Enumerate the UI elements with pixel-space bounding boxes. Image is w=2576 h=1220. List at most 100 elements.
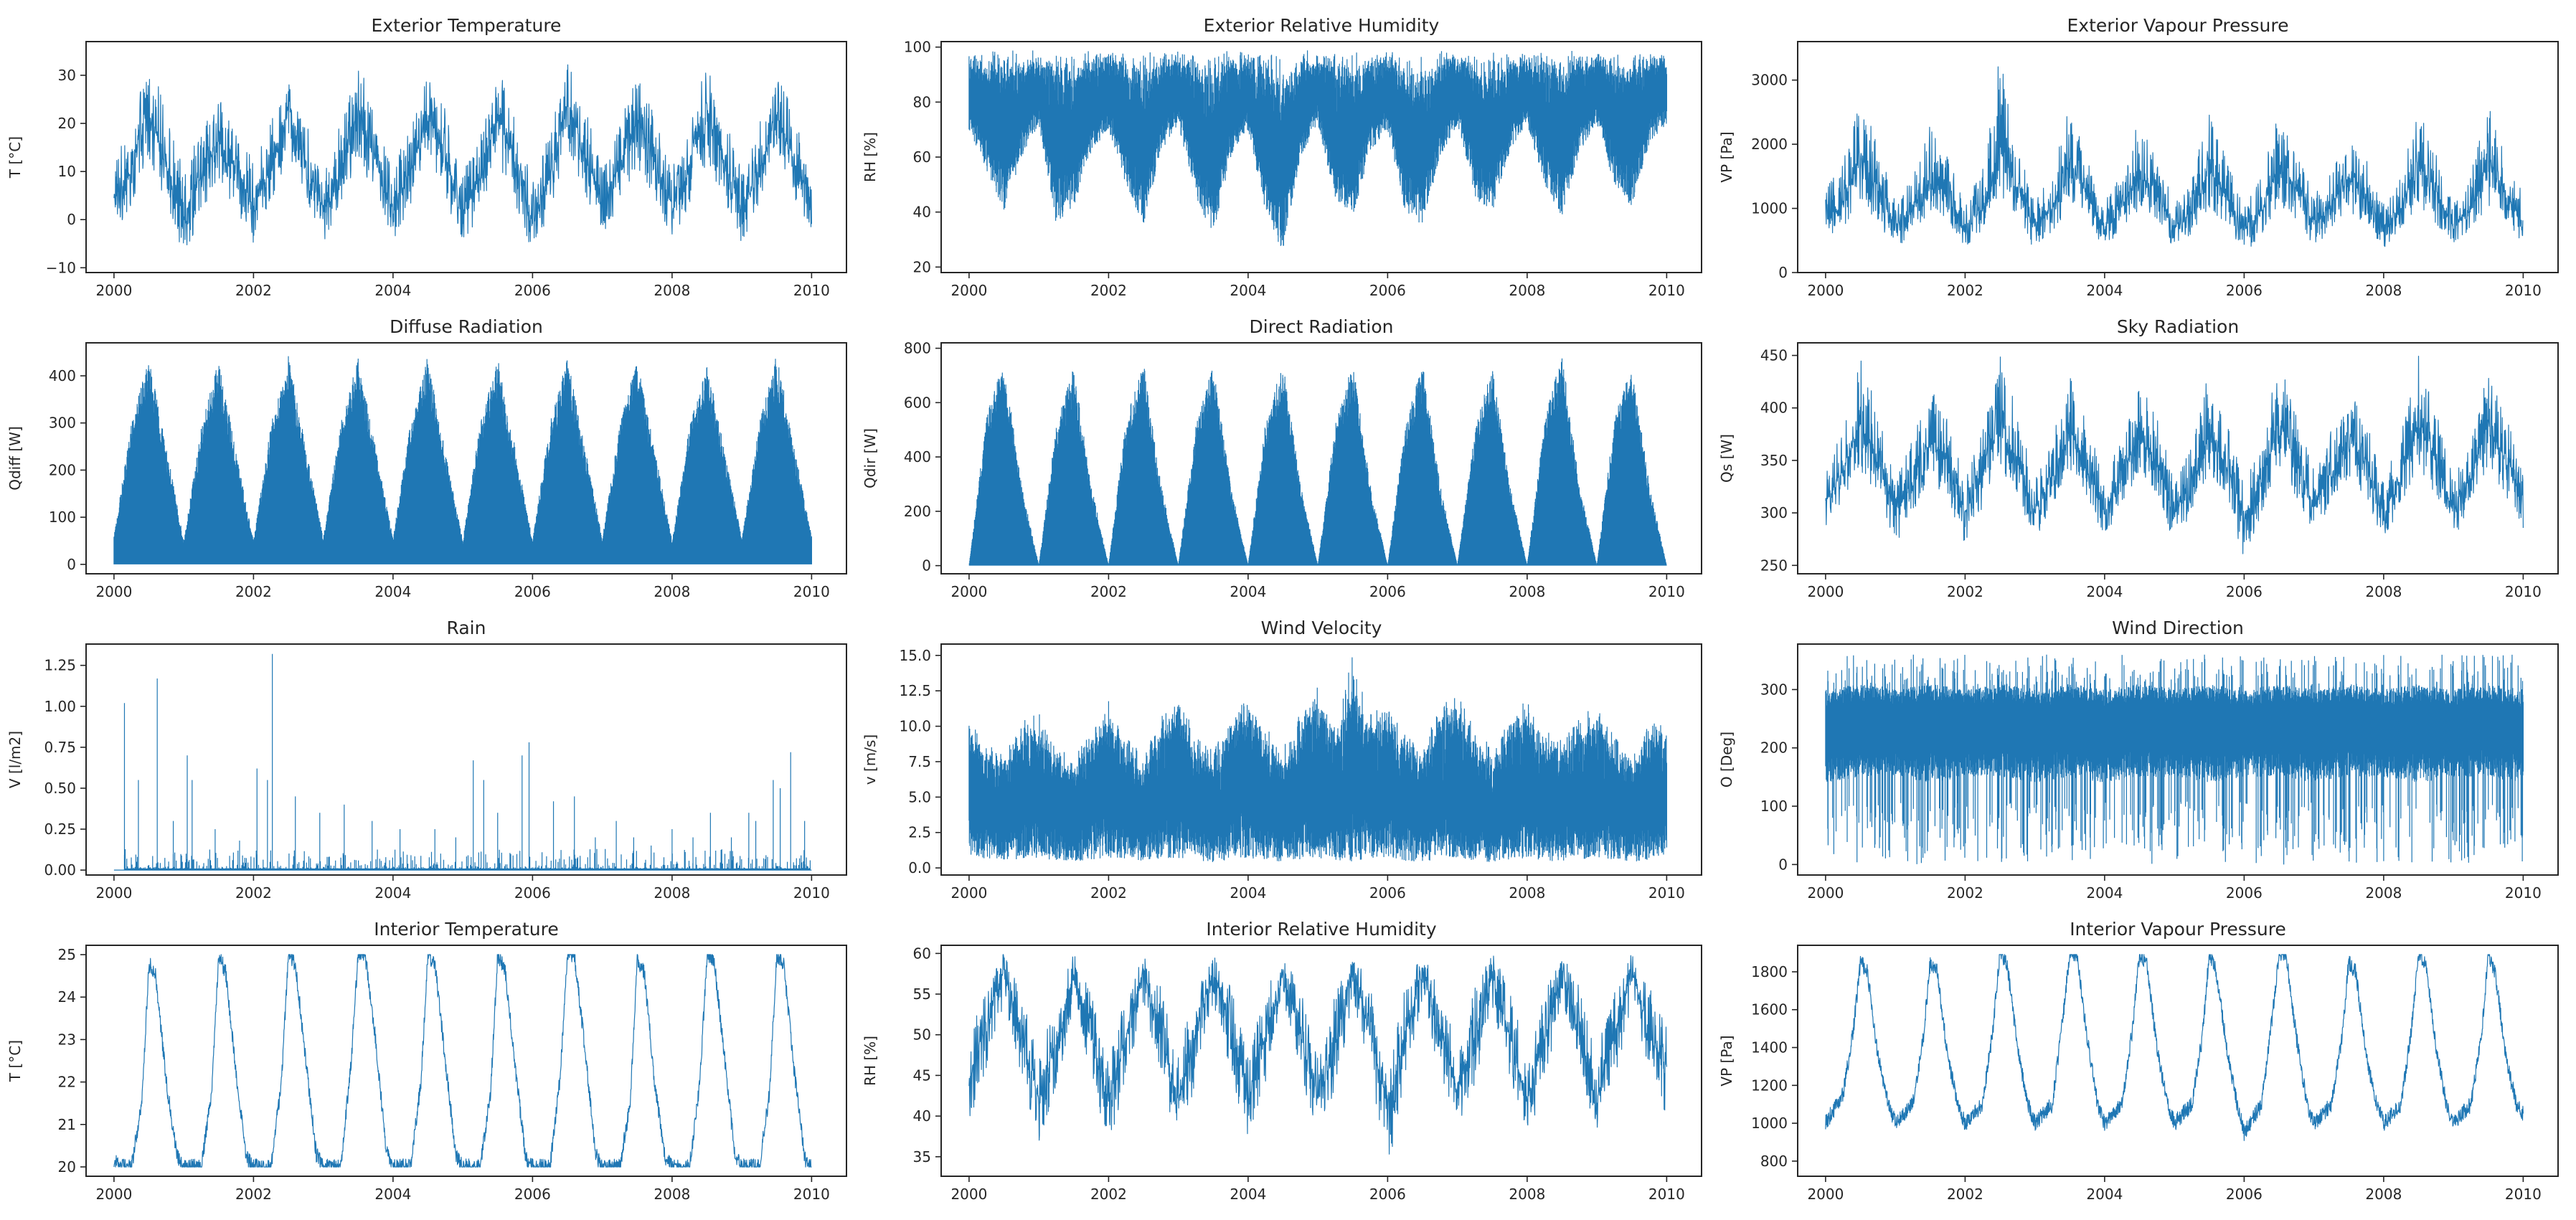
x-tick-label: 2010 <box>2505 583 2542 600</box>
x-tick-label: 2000 <box>950 583 987 600</box>
x-tick-label: 2002 <box>235 1186 272 1203</box>
x-tick-label: 2002 <box>1090 884 1127 902</box>
y-tick-label: 25 <box>58 946 76 963</box>
axes-frame <box>85 41 847 273</box>
y-axis-label: VP [Pa] <box>1718 1035 1735 1086</box>
axes-frame <box>940 342 1702 574</box>
chart-rain: 2000 2002 2004 2006 2008 2010 0.00 0.25 0.50 0.75… <box>6 618 847 902</box>
chart-title: Rain <box>447 618 486 638</box>
plot-area-direct-rad <box>968 358 1667 566</box>
y-tick-label: 22 <box>58 1074 76 1091</box>
series-band-O <box>1825 654 2524 865</box>
y-tick-label: 200 <box>49 461 76 478</box>
plot-area-ext-rh <box>968 50 1667 246</box>
plot-area-wind-dir <box>1825 654 2524 865</box>
y-tick-label: 55 <box>913 985 931 1003</box>
y-tick-label: 1000 <box>1751 1115 1788 1132</box>
x-tick-label: 2004 <box>2086 884 2123 902</box>
axes-frame <box>85 342 847 574</box>
x-tick-label: 2000 <box>1807 1186 1844 1203</box>
y-axis-label: O [Deg] <box>1718 732 1735 788</box>
y-tick-label: 10 <box>58 163 76 180</box>
axes-frame <box>1797 643 2559 876</box>
y-tick-label: 400 <box>1760 399 1788 417</box>
x-tick-label: 2010 <box>1648 282 1685 299</box>
series-line-VP <box>1825 66 2524 247</box>
x-tick-label: 2010 <box>793 583 830 600</box>
y-axis-label: T [°C] <box>6 136 24 179</box>
y-axis-label: VP [Pa] <box>1718 131 1735 182</box>
x-tick-label: 2002 <box>235 583 272 600</box>
x-tick-label: 2006 <box>1369 282 1406 299</box>
plot-area-int-rh <box>968 954 1667 1155</box>
y-tick-label: 0.50 <box>44 780 76 797</box>
y-tick-label: 20 <box>913 258 931 275</box>
axes-frame <box>1797 41 2559 273</box>
x-tick-label: 2000 <box>95 1186 132 1203</box>
x-tick-label: 2004 <box>1230 583 1266 600</box>
y-tick-label: 0 <box>67 556 76 573</box>
x-tick-label: 2004 <box>1230 1186 1266 1203</box>
chart-ext-vp: 2000 2002 2004 2006 2008 2010 0 1000 2000 3000 Ext… <box>1718 15 2559 299</box>
y-tick-label: 23 <box>58 1031 76 1048</box>
axes-frame <box>1797 945 2559 1177</box>
y-tick-label: 200 <box>904 503 931 520</box>
y-axis-label: T [°C] <box>6 1040 24 1082</box>
series-line-RH <box>968 954 1667 1155</box>
y-axis-label: v [m/s] <box>862 734 879 785</box>
y-tick-label: 0 <box>1778 264 1788 281</box>
y-tick-label: 40 <box>913 1107 931 1125</box>
chart-wind-dir: 2000 2002 2004 2006 2008 2010 0 100 200 300 Wind D… <box>1718 618 2559 902</box>
x-tick-label: 2002 <box>1090 1186 1127 1203</box>
y-tick-label: −10 <box>46 259 76 276</box>
y-tick-label: 400 <box>49 367 76 384</box>
x-tick-label: 2006 <box>2226 282 2263 299</box>
y-axis-label: Qdir [W] <box>862 428 879 488</box>
series-area-Qdiff <box>113 356 812 564</box>
x-tick-label: 2008 <box>1509 884 1545 902</box>
y-tick-label: 3000 <box>1751 72 1788 89</box>
chart-int-vp: 2000 2002 2004 2006 2008 2010 800 1000 1200 1400 1… <box>1718 919 2559 1203</box>
y-tick-label: 800 <box>1760 1153 1788 1170</box>
x-tick-label: 2008 <box>654 583 690 600</box>
x-tick-label: 2006 <box>1369 583 1406 600</box>
chart-title: Diffuse Radiation <box>390 316 543 337</box>
y-tick-label: 10.0 <box>899 718 931 735</box>
x-tick-label: 2002 <box>235 282 272 299</box>
x-tick-label: 2000 <box>950 282 987 299</box>
y-tick-label: 300 <box>1760 504 1788 521</box>
y-tick-label: 0.25 <box>44 821 76 838</box>
x-tick-label: 2010 <box>1648 1186 1685 1203</box>
axes-frame <box>1797 342 2559 574</box>
x-tick-label: 2008 <box>2365 1186 2402 1203</box>
y-axis-label: Qdiff [W] <box>6 426 24 491</box>
y-tick-label: 600 <box>904 394 931 411</box>
x-tick-label: 2002 <box>1947 1186 1983 1203</box>
y-axis-label: V [l/m2] <box>6 731 24 788</box>
chart-title: Wind Velocity <box>1261 618 1382 638</box>
x-tick-label: 2004 <box>2086 1186 2123 1203</box>
y-tick-label: 1800 <box>1751 963 1788 980</box>
x-tick-label: 2006 <box>2226 1186 2263 1203</box>
series-band-RH <box>968 50 1667 246</box>
x-tick-label: 2006 <box>514 1186 551 1203</box>
series-area-Qdir <box>968 358 1667 566</box>
x-tick-label: 2000 <box>1807 884 1844 902</box>
x-tick-label: 2000 <box>95 583 132 600</box>
x-tick-label: 2008 <box>654 1186 690 1203</box>
y-tick-label: 1600 <box>1751 1001 1788 1018</box>
x-tick-label: 2010 <box>1648 884 1685 902</box>
plot-area-int-temp <box>113 954 812 1168</box>
plot-area-rain <box>113 653 812 871</box>
x-tick-label: 2010 <box>793 282 830 299</box>
chart-wind-vel: 2000 2002 2004 2006 2008 2010 0.0 2.5 5.0 7.5 10.0… <box>862 618 1702 902</box>
x-tick-label: 2010 <box>2505 884 2542 902</box>
x-tick-label: 2008 <box>2365 884 2402 902</box>
x-tick-label: 2002 <box>1947 583 1983 600</box>
y-tick-label: 40 <box>913 204 931 221</box>
x-tick-label: 2010 <box>793 884 830 902</box>
y-tick-label: 60 <box>913 148 931 166</box>
series-line-T <box>113 64 812 245</box>
series-spikes-background <box>123 848 811 871</box>
x-tick-label: 2010 <box>1648 583 1685 600</box>
